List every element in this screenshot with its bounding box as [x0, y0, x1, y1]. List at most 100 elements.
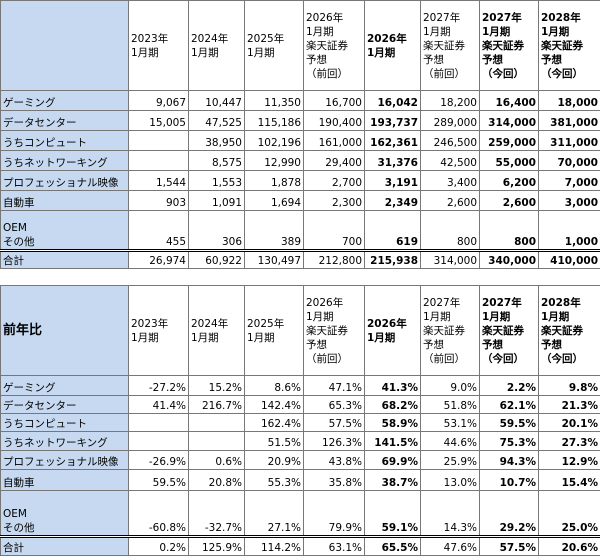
value-text: 15,005	[149, 117, 186, 129]
value-text: 311,000	[550, 137, 598, 149]
header-text: （今回）	[541, 352, 598, 366]
value-text: -26.9%	[149, 456, 186, 468]
value-cell: 10.7%	[480, 470, 539, 491]
value-text: 20.8%	[209, 477, 242, 489]
value-text: 1,694	[271, 197, 301, 209]
value-text: 9.8%	[569, 382, 598, 394]
value-text: 3,191	[385, 177, 418, 189]
value-text: 59.5%	[153, 477, 186, 489]
row-label-text: ゲーミング	[3, 381, 126, 395]
header-text: 2027年	[482, 11, 536, 25]
value-text: 27.3%	[562, 437, 598, 449]
value-cell	[129, 151, 189, 171]
value-cell: 162,361	[365, 131, 421, 151]
value-text: 20.9%	[268, 456, 301, 468]
value-cell: 212,800	[304, 251, 365, 269]
value-cell: 9.0%	[421, 376, 480, 396]
value-text: 29,400	[325, 157, 362, 169]
value-text: 800	[457, 236, 477, 248]
value-cell: 9.8%	[539, 376, 600, 396]
value-cell: 11,350	[245, 91, 304, 111]
header-text: 楽天証券	[482, 324, 536, 338]
header-text: 1月期	[247, 46, 301, 60]
value-text: 18,200	[440, 97, 477, 109]
value-cell: 6,200	[480, 171, 539, 191]
value-cell: 41.3%	[365, 376, 421, 396]
value-text: 2,600	[503, 197, 536, 209]
value-text: 619	[396, 236, 418, 248]
value-cell: 27.3%	[539, 432, 600, 451]
row-label: 合計	[1, 537, 129, 556]
value-text: 190,400	[319, 117, 362, 129]
value-text: 216.7%	[202, 400, 242, 412]
header-text: 1月期	[247, 331, 301, 345]
value-cell	[189, 414, 245, 432]
value-text: 141.5%	[374, 437, 418, 449]
value-cell: 1,000	[539, 211, 600, 251]
value-text: 47,525	[205, 117, 242, 129]
value-cell: 31,376	[365, 151, 421, 171]
row-label-text: OEM	[3, 221, 126, 235]
header-text: 楽天証券	[541, 39, 598, 53]
value-text: 3,400	[447, 177, 477, 189]
value-text: 1,878	[271, 177, 301, 189]
value-cell: 314,000	[480, 111, 539, 131]
header-text: 予想	[541, 53, 598, 67]
header-text: 2027年	[423, 11, 477, 25]
value-text: 63.1%	[329, 542, 362, 554]
value-text: 25.9%	[444, 456, 477, 468]
value-cell: 38.7%	[365, 470, 421, 491]
header-text: 2025年	[247, 32, 301, 46]
value-cell: 27.1%	[245, 491, 304, 537]
value-cell: 29,400	[304, 151, 365, 171]
value-cell: 7,000	[539, 171, 600, 191]
value-cell: 2,700	[304, 171, 365, 191]
header-text: 楽天証券	[541, 324, 598, 338]
value-cell: -60.8%	[129, 491, 189, 537]
header-text: 楽天証券	[306, 39, 362, 53]
value-cell: 75.3%	[480, 432, 539, 451]
value-cell: 55,000	[480, 151, 539, 171]
value-cell: 3,400	[421, 171, 480, 191]
row-label-text: その他	[3, 235, 126, 249]
row-label-text: プロフェッショナル映像	[3, 176, 126, 190]
value-text: 9,067	[156, 97, 186, 109]
value-text: 16,400	[495, 97, 536, 109]
row-label-text: その他	[3, 521, 126, 535]
value-cell: 2,349	[365, 191, 421, 211]
value-text: 16,700	[325, 97, 362, 109]
value-cell: 41.4%	[129, 396, 189, 414]
value-cell: 79.9%	[304, 491, 365, 537]
value-text: 51.5%	[268, 437, 301, 449]
value-cell: 15,005	[129, 111, 189, 131]
value-cell: 63.1%	[304, 537, 365, 556]
value-cell: 125.9%	[189, 537, 245, 556]
value-cell: -32.7%	[189, 491, 245, 537]
value-text: 3,000	[565, 197, 598, 209]
value-text: 18,000	[557, 97, 598, 109]
corner-cell	[1, 1, 129, 91]
corner-label: 前年比	[3, 323, 42, 338]
header-text: 2023年	[131, 317, 186, 331]
value-cell: 2,600	[421, 191, 480, 211]
value-cell: 1,878	[245, 171, 304, 191]
header-text: （今回）	[482, 352, 536, 366]
value-cell: 18,000	[539, 91, 600, 111]
value-text: 700	[342, 236, 362, 248]
value-cell: 3,191	[365, 171, 421, 191]
value-cell	[129, 131, 189, 151]
value-text: 47.1%	[329, 382, 362, 394]
value-cell: 130,497	[245, 251, 304, 269]
value-text: 60,922	[205, 255, 242, 267]
row-label-text: 合計	[3, 254, 126, 268]
value-cell: 21.3%	[539, 396, 600, 414]
header-text: 2026年	[306, 296, 362, 310]
